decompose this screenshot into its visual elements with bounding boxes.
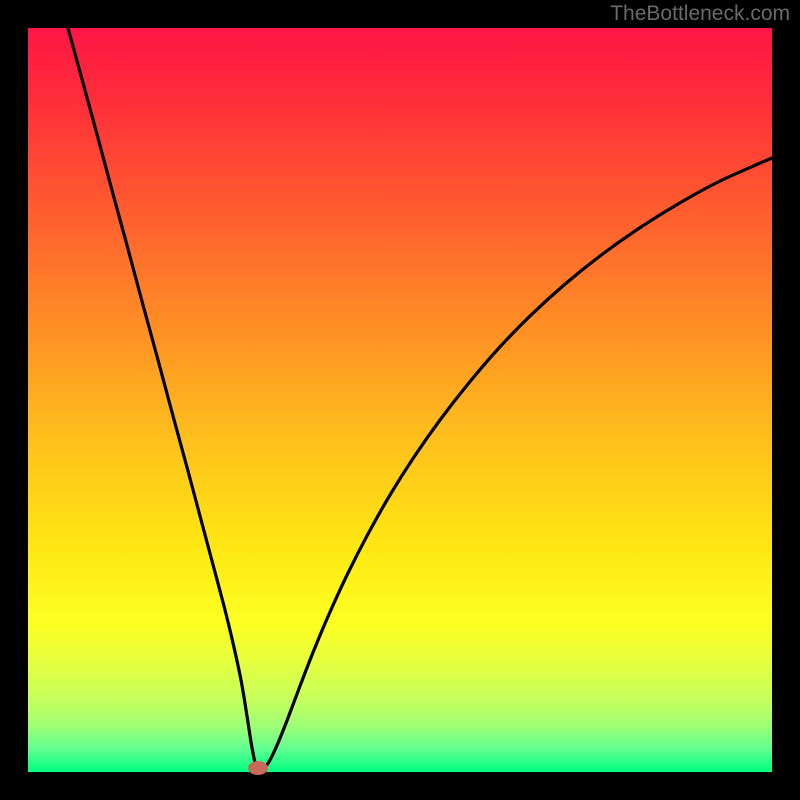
watermark-text: TheBottleneck.com [610, 2, 790, 26]
optimal-point-marker [248, 761, 268, 775]
plot-area [28, 28, 772, 772]
bottleneck-curve [68, 28, 772, 769]
chart-frame: TheBottleneck.com [0, 0, 800, 800]
curve-layer [28, 28, 772, 772]
